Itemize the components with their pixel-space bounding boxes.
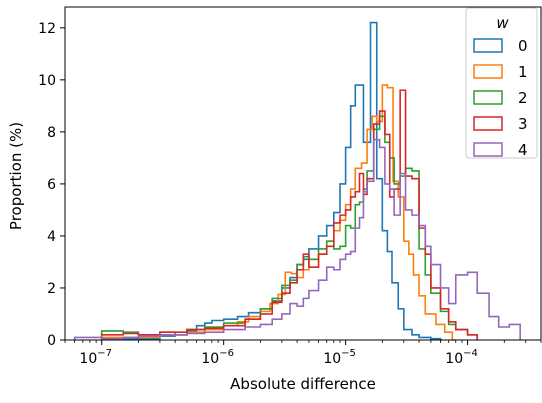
- series-3-step-line: [100, 89, 479, 340]
- y-tick-label: 12: [38, 21, 56, 37]
- y-tick-label: 0: [47, 333, 56, 349]
- series-2-step-line: [100, 115, 479, 340]
- legend-label-0: 0: [518, 37, 528, 55]
- x-tick-label: 10−4: [445, 348, 478, 367]
- x-tick-label: 10−7: [79, 348, 112, 367]
- legend-swatch-1: [473, 64, 503, 79]
- legend-swatch-4: [473, 142, 503, 157]
- y-tick-label: 6: [47, 177, 56, 193]
- legend-label-2: 2: [518, 89, 528, 107]
- series-4-step-line: [73, 138, 521, 340]
- series-1-step-line: [100, 84, 456, 341]
- series-0-step-line: [100, 21, 443, 341]
- series-layer: [73, 21, 521, 341]
- legend-label-1: 1: [518, 63, 528, 81]
- y-tick-label: 8: [47, 125, 56, 141]
- y-axis-label: Proportion (%): [7, 122, 25, 230]
- legend-label-4: 4: [518, 141, 528, 159]
- x-tick-label: 10−6: [201, 348, 234, 367]
- x-axis-label: Absolute difference: [230, 375, 376, 393]
- legend-label-3: 3: [518, 115, 528, 133]
- plot-frame: [64, 6, 542, 341]
- x-tick-label: 10−5: [323, 348, 356, 367]
- legend-title: w: [496, 14, 509, 32]
- y-tick-label: 4: [47, 229, 56, 245]
- legend-swatch-3: [473, 116, 503, 131]
- y-tick-label: 10: [38, 73, 56, 89]
- legend-box: [465, 7, 538, 159]
- y-tick-label: 2: [47, 281, 56, 297]
- legend-swatch-2: [473, 90, 503, 105]
- legend: w0 1 2 3 4: [465, 7, 538, 159]
- legend-swatch-0: [473, 38, 503, 53]
